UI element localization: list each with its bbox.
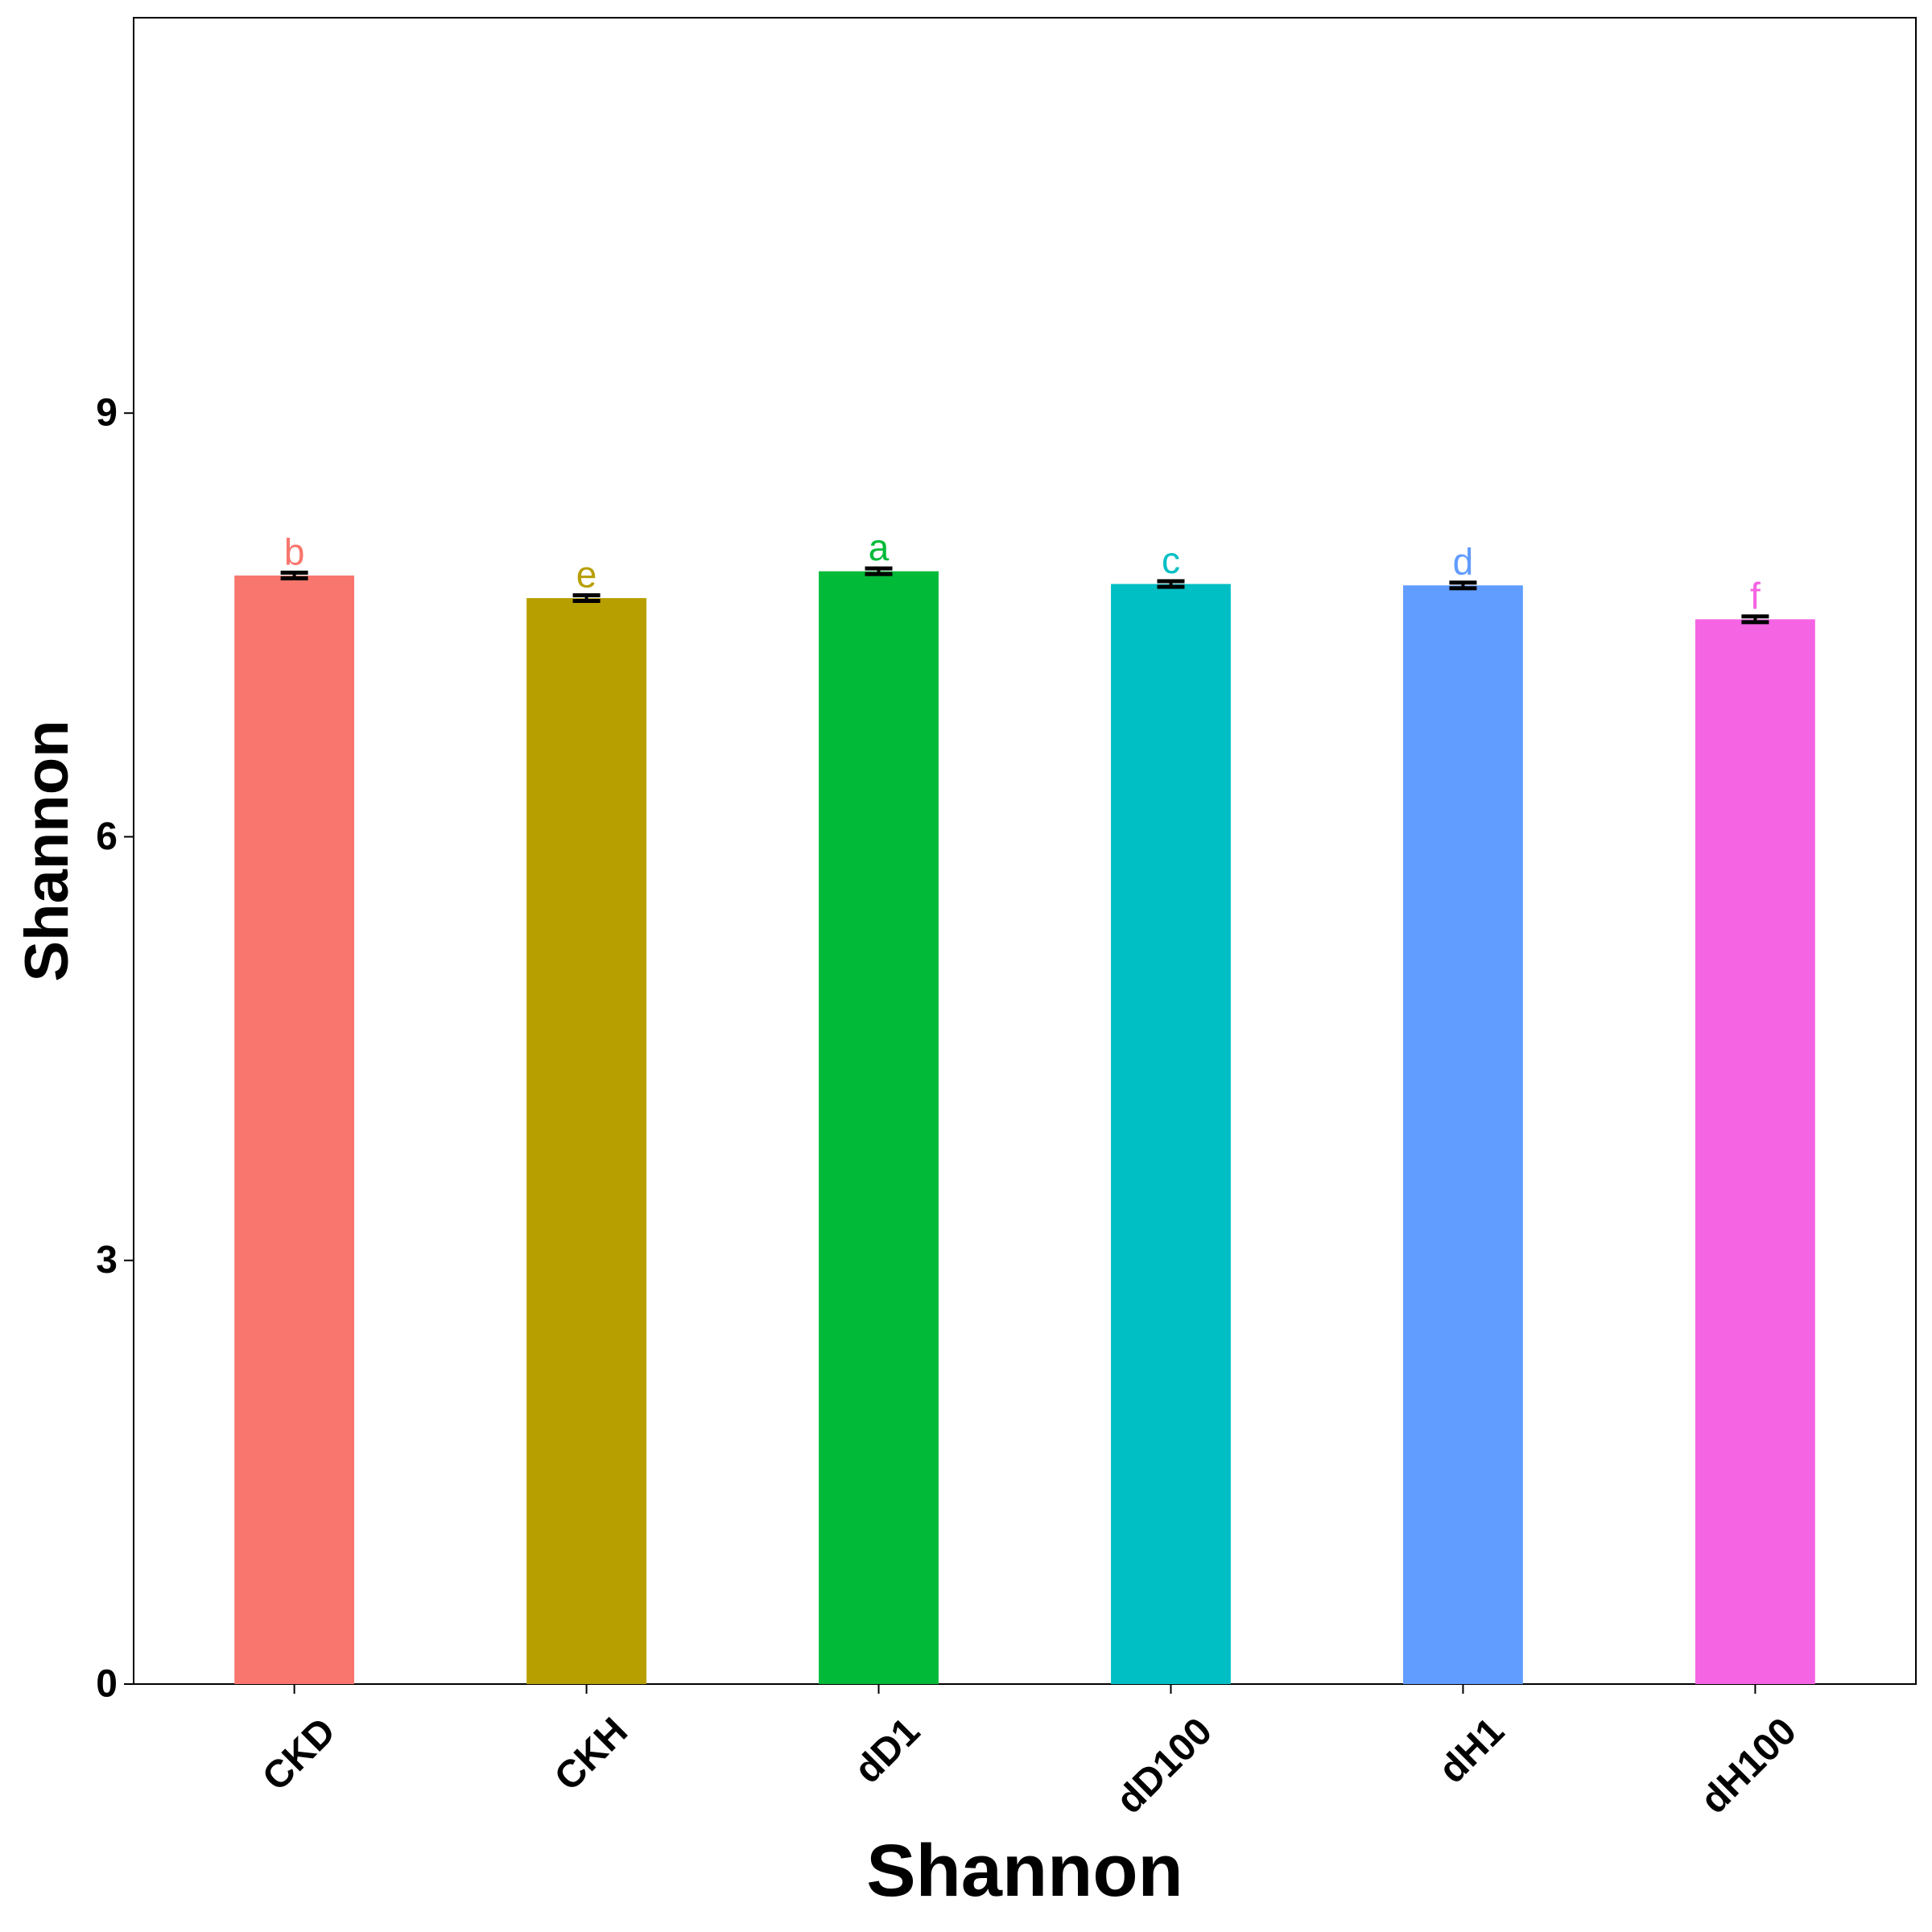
significance-label-dH1: d xyxy=(1453,541,1474,583)
bar-dD100 xyxy=(1111,584,1231,1684)
bar-dH100 xyxy=(1695,619,1815,1684)
significance-label-dD100: c xyxy=(1162,539,1180,581)
x-axis-title: Shannon xyxy=(866,1830,1183,1912)
y-tick-label-0: 0 xyxy=(96,1663,118,1706)
y-tick-label-6: 6 xyxy=(96,815,118,858)
bars xyxy=(234,571,1815,1685)
x-tick-label-dH100: dH100 xyxy=(1693,1710,1805,1822)
y-axis-title: Shannon xyxy=(13,720,81,981)
x-tick-label-dH1: dH1 xyxy=(1430,1710,1513,1792)
x-tick-label-dD100: dD100 xyxy=(1108,1710,1220,1822)
bar-CKD xyxy=(234,575,355,1684)
x-tick-label-CKH: CKH xyxy=(547,1710,636,1799)
error-bars xyxy=(280,566,1769,625)
y-tick-label-9: 9 xyxy=(96,392,118,435)
plot-panel xyxy=(133,17,1917,1685)
x-axis: CKD CKH dD1 dD100 dH1 dH100 xyxy=(254,1684,1805,1822)
significance-label-dH100: f xyxy=(1750,575,1761,617)
significance-labels: b e a c d f xyxy=(284,526,1761,617)
bar-dH1 xyxy=(1403,585,1523,1684)
bar-CKH xyxy=(526,597,646,1685)
significance-label-CKH: e xyxy=(576,553,597,595)
significance-label-dD1: a xyxy=(869,526,890,568)
x-tick-label-dD1: dD1 xyxy=(846,1710,928,1792)
bar-dD1 xyxy=(819,571,939,1684)
y-tick-label-3: 3 xyxy=(96,1239,118,1282)
significance-label-CKD: b xyxy=(284,530,305,572)
y-axis: 0 3 6 9 xyxy=(96,392,134,1706)
x-tick-label-CKD: CKD xyxy=(254,1710,344,1799)
